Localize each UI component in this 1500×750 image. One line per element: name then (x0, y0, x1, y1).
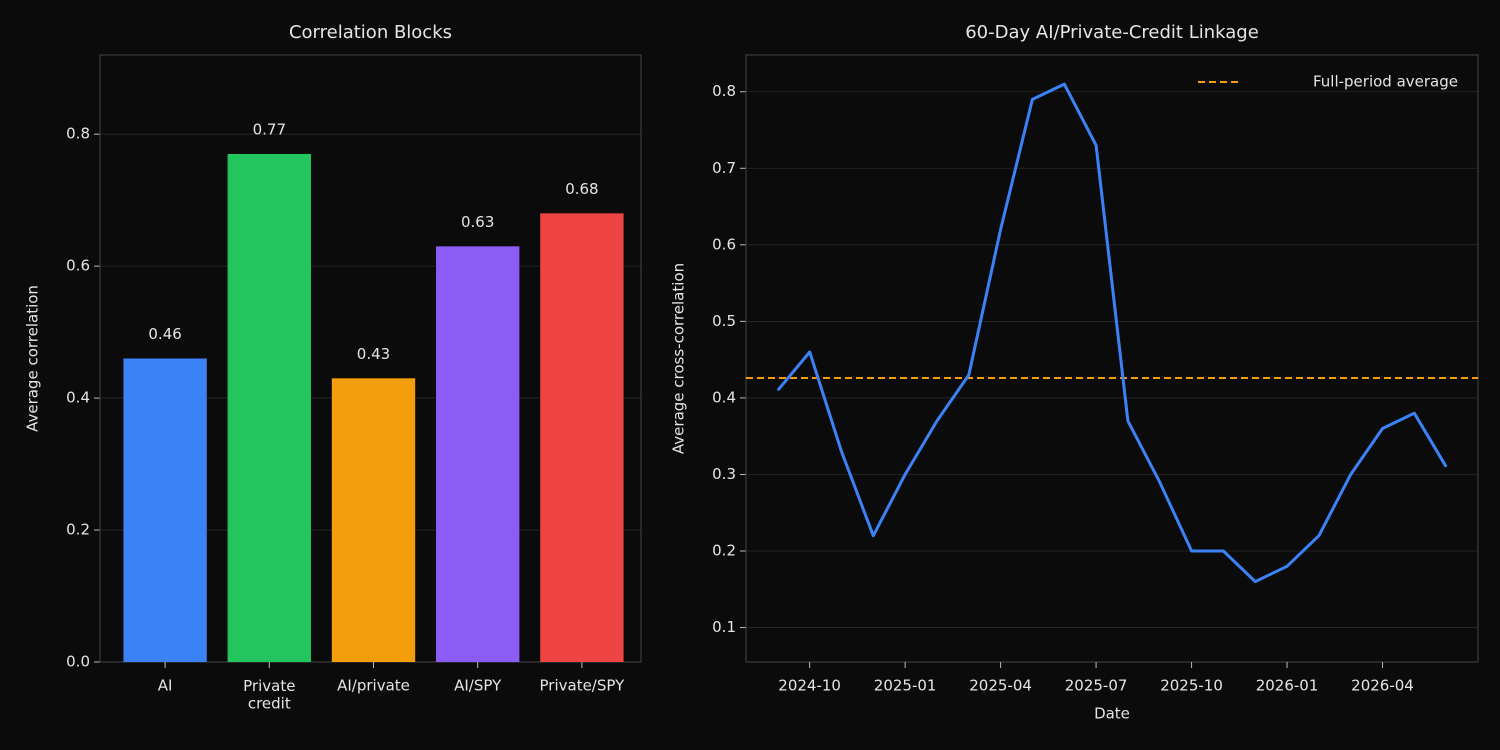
x-tick-label: 2024-10 (778, 677, 841, 695)
y-tick-label: 0.8 (712, 82, 736, 100)
x-tick-label: 2025-07 (1065, 677, 1128, 695)
x-tick-label: 2026-01 (1256, 677, 1319, 695)
y-tick-label: 0.7 (712, 159, 736, 177)
y-axis-label: Average cross-correlation (670, 263, 688, 454)
value-label: 0.63 (461, 213, 494, 231)
bar (123, 358, 207, 662)
chart-title: 60-Day AI/Private-Credit Linkage (965, 22, 1259, 43)
chart-title: Correlation Blocks (289, 22, 452, 43)
bar (331, 378, 416, 662)
bar (540, 213, 624, 662)
value-label: 0.46 (148, 325, 181, 343)
bar (227, 153, 311, 662)
y-tick-label: 0.6 (712, 235, 736, 253)
x-tick-label: Private/SPY (540, 677, 626, 695)
value-label: 0.68 (565, 180, 598, 198)
y-tick-label: 0.4 (712, 388, 736, 406)
y-tick-label: 0.1 (712, 618, 736, 636)
x-tick-label: 2026-04 (1351, 677, 1414, 695)
y-tick-label: 0.3 (712, 465, 736, 483)
legend-label: Full-period average (1313, 73, 1458, 91)
x-tick-label: AI (158, 677, 173, 695)
y-tick-label: 0.8 (66, 125, 90, 143)
y-tick-label: 0.4 (66, 389, 90, 407)
x-tick-label: AI/private (337, 677, 410, 695)
y-tick-label: 0.2 (712, 542, 736, 560)
axes-frame (745, 54, 1479, 663)
x-tick-label: 2025-04 (969, 677, 1032, 695)
bar (436, 246, 520, 662)
x-tick-label: 2025-10 (1160, 677, 1223, 695)
y-tick-label: 0.2 (66, 521, 90, 539)
value-label: 0.43 (357, 345, 390, 363)
y-tick-label: 0.6 (66, 257, 90, 275)
x-tick-label: Private credit (243, 677, 295, 712)
x-tick-label: AI/SPY (454, 677, 502, 695)
y-axis-label: Average correlation (24, 285, 42, 432)
x-axis-label: Date (1094, 705, 1130, 723)
y-tick-label: 0.0 (66, 653, 90, 671)
x-tick-label: 2025-01 (874, 677, 937, 695)
y-tick-label: 0.5 (712, 312, 736, 330)
data-line (776, 82, 1448, 584)
value-label: 0.77 (253, 120, 286, 138)
